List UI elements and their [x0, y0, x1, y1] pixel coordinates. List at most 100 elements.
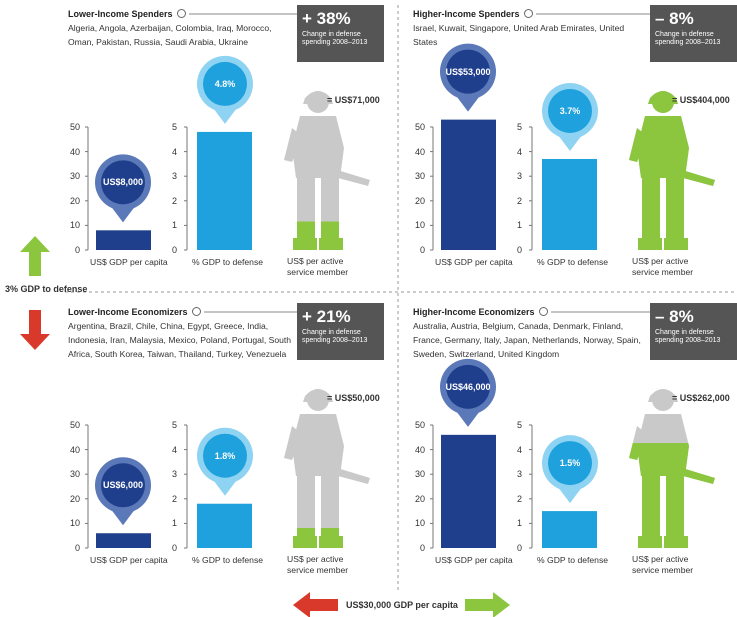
- soldier-part: [297, 474, 315, 544]
- soldier-part: [629, 128, 647, 162]
- y-tick-label: 5: [516, 420, 522, 430]
- change-box: [650, 303, 737, 360]
- soldier-part: [293, 536, 317, 548]
- y-tick-label: 0: [74, 245, 80, 255]
- soldier-fill: [629, 91, 715, 250]
- title-marker: [523, 9, 533, 18]
- pin-label: 4.8%: [214, 78, 236, 89]
- pin-label: 1.8%: [214, 450, 236, 461]
- y-tick-label: 1: [516, 220, 522, 231]
- bar: [197, 131, 252, 250]
- soldier-part: [303, 389, 333, 402]
- country-list: Algeria, Angola, Azerbaijan, Colombia, I…: [68, 23, 272, 47]
- personnel-value: = US$50,000: [327, 393, 380, 403]
- change-value: + 38%: [302, 9, 351, 28]
- x-axis-label: % GDP to defense: [537, 555, 609, 565]
- pin: [101, 160, 145, 205]
- bar: [542, 511, 597, 548]
- panel-title: Lower-Income Economizers: [68, 306, 204, 319]
- y-tick-label: 0: [516, 245, 522, 255]
- y-tick-label: 30: [69, 171, 80, 182]
- y-tick-label: 20: [414, 195, 425, 206]
- y-tick-label: 10: [414, 220, 425, 231]
- y-tick-label: 2: [171, 195, 177, 206]
- y-tick-label: 50: [414, 122, 425, 132]
- bar: [197, 503, 252, 548]
- pin-label: US$46,000: [445, 381, 491, 392]
- y-tick-label: 0: [516, 543, 522, 553]
- change-caption: Change in defense spending 2008–2013: [302, 329, 368, 344]
- y-tick-label: 10: [69, 220, 80, 231]
- soldier: [284, 389, 370, 548]
- pin-label: US$6,000: [102, 480, 144, 491]
- bar: [96, 533, 151, 548]
- y-tick-label: 1: [171, 518, 177, 529]
- soldier-part: [296, 456, 370, 488]
- up-arrow: [20, 236, 50, 276]
- pin: [446, 364, 490, 409]
- soldier-fill: [629, 442, 715, 548]
- personnel-value: = US$262,000: [672, 393, 730, 403]
- pin-label: 1.5%: [559, 458, 581, 469]
- y-tick-label: 5: [516, 122, 522, 132]
- y-tick-label: 5: [171, 122, 177, 132]
- y-tick-label: 40: [69, 444, 80, 455]
- change-value: – 8%: [655, 307, 694, 326]
- soldier-part: [641, 158, 715, 190]
- panel-title: Higher-Income Economizers: [413, 306, 551, 319]
- soldier-fill: [293, 527, 343, 548]
- bar: [441, 434, 496, 548]
- threshold-label: 3% GDP to defense: [5, 284, 88, 294]
- y-tick-label: 40: [414, 444, 425, 455]
- x-axis-label: % GDP to defense: [192, 257, 264, 267]
- y-tick-label: 0: [171, 543, 177, 553]
- bar: [542, 158, 597, 250]
- soldier-part: [638, 536, 662, 548]
- y-tick-label: 50: [414, 420, 425, 430]
- y-tick-label: 20: [414, 493, 425, 504]
- y-tick-label: 0: [171, 245, 177, 255]
- y-tick-label: 0: [74, 543, 80, 553]
- y-tick-label: 3: [516, 171, 522, 182]
- personnel-value: = US$71,000: [327, 95, 380, 105]
- country-list: Australia, Austria, Belgium, Canada, Den…: [413, 321, 641, 359]
- soldier-part: [319, 536, 343, 548]
- soldier-part: [642, 176, 660, 246]
- soldier-part: [303, 91, 333, 104]
- x-axis-label: US$ per active service member: [632, 554, 694, 575]
- country-list: Argentina, Brazil, Chile, China, Egypt, …: [68, 321, 292, 359]
- soldier-part: [319, 238, 343, 250]
- soldier-part: [648, 91, 678, 104]
- y-tick-label: 30: [69, 469, 80, 480]
- pin: [548, 441, 592, 486]
- y-tick-label: 1: [516, 518, 522, 529]
- y-tick-label: 20: [69, 493, 80, 504]
- y-tick-label: 40: [69, 146, 80, 157]
- soldier-part: [321, 474, 339, 544]
- x-axis-label: US$ GDP per capita: [90, 555, 168, 565]
- soldier-part: [638, 238, 662, 250]
- x-axis-label: % GDP to defense: [537, 257, 609, 267]
- soldier-part: [666, 474, 684, 544]
- right-arrow: [465, 592, 510, 617]
- soldier-part: [284, 426, 302, 460]
- x-axis-label: US$ per active service member: [287, 256, 349, 277]
- pin: [101, 463, 145, 508]
- y-tick-label: 30: [414, 171, 425, 182]
- y-tick-label: 4: [516, 444, 522, 455]
- y-tick-label: 3: [171, 171, 177, 182]
- soldier-part: [296, 158, 370, 190]
- change-value: + 21%: [302, 307, 351, 326]
- x-axis-label: US$ GDP per capita: [435, 555, 513, 565]
- pin-label: US$8,000: [102, 177, 144, 188]
- y-tick-label: 20: [69, 195, 80, 206]
- title-marker: [191, 307, 201, 316]
- change-caption: Change in defense spending 2008–2013: [655, 31, 721, 46]
- change-caption: Change in defense spending 2008–2013: [302, 31, 368, 46]
- title-marker: [176, 9, 186, 18]
- soldier-fill: [293, 221, 343, 250]
- x-axis-label: US$ GDP per capita: [90, 257, 168, 267]
- personnel-value: = US$404,000: [672, 95, 730, 105]
- soldier-part: [629, 442, 644, 460]
- title-marker: [538, 307, 548, 316]
